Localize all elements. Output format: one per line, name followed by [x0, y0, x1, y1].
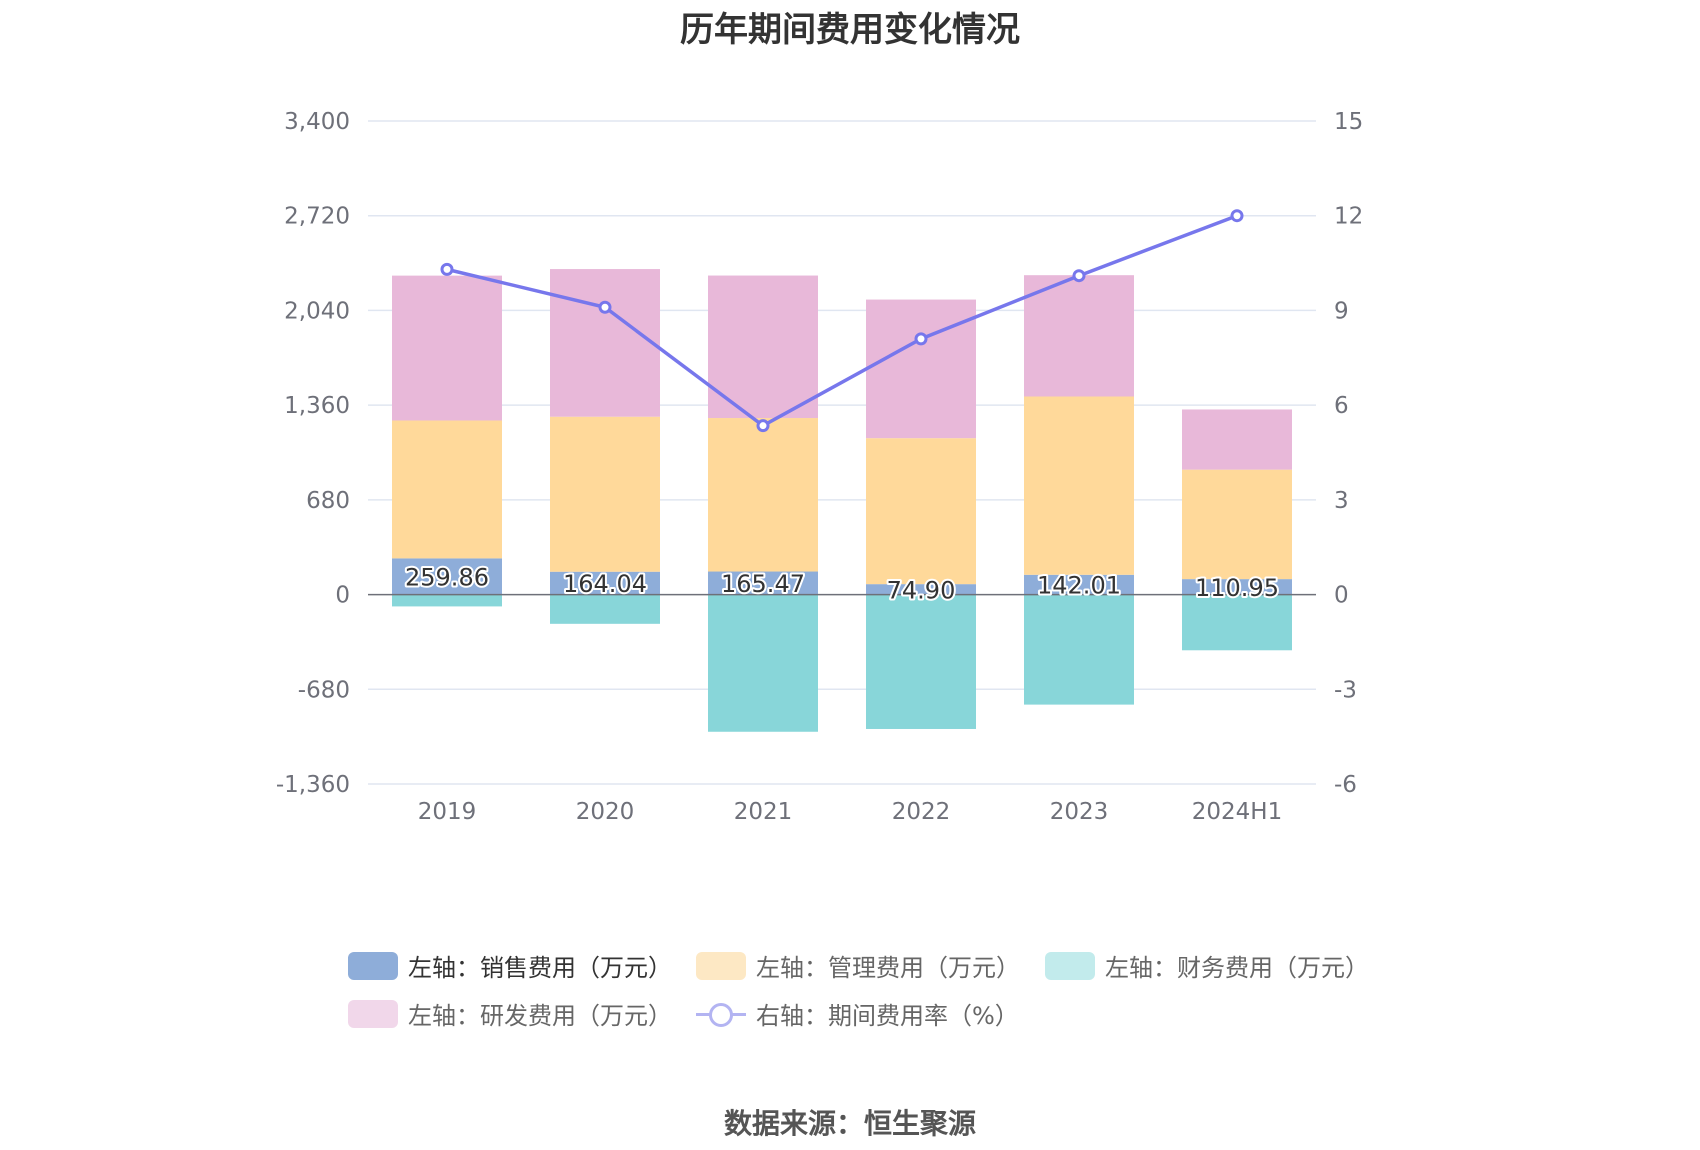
- x-tick-label: 2024H1: [1192, 799, 1282, 825]
- legend-item-admin[interactable]: 左轴：管理费用（万元）: [696, 948, 1020, 983]
- y-left-tick-label: 2,720: [284, 204, 350, 230]
- y-right-tick-label: 12: [1334, 204, 1363, 230]
- bar-segment-series-2: [866, 594, 976, 729]
- x-tick-label: 2021: [734, 799, 793, 825]
- bar-segment-series-3: [1182, 409, 1292, 470]
- data-label-sales: 165.47: [721, 570, 805, 598]
- y-left-tick-label: -1,360: [276, 772, 350, 798]
- bar-segment-series-1: [1024, 396, 1134, 575]
- bar-segment-series-0: [392, 558, 502, 595]
- source-note: 数据来源：恒生聚源: [723, 1107, 976, 1140]
- bar-segment-series-2: [550, 594, 660, 624]
- y-right-tick-label: 9: [1334, 298, 1349, 324]
- legend-label-finance: 左轴：财务费用（万元）: [1105, 954, 1369, 982]
- rate-point: [1072, 269, 1086, 283]
- y-left-tick-label: 1,360: [284, 393, 350, 419]
- rate-point: [756, 419, 770, 433]
- rate-point: [1230, 209, 1244, 223]
- bar-segment-series-1: [708, 418, 818, 572]
- legend-item-rate[interactable]: 右轴：期间费用率（%）: [696, 996, 1019, 1031]
- data-label-sales: 142.01: [1037, 572, 1121, 600]
- bar-segment-series-3: [392, 275, 502, 421]
- bar-segment-series-1: [866, 438, 976, 585]
- rate-point: [914, 332, 928, 346]
- axes: -1,360 -680 0 680 1,360 2,040 2,720 3,400 -6 -3 0 3…: [276, 109, 1363, 825]
- y-right-tick-label: -6: [1334, 772, 1357, 798]
- x-tick-label: 2019: [418, 799, 477, 825]
- bar-segment-series-1: [1182, 469, 1292, 580]
- bar-segment-series-3: [708, 275, 818, 419]
- legend-swatch-finance: [1045, 951, 1095, 980]
- data-label-sales: 164.04: [563, 570, 647, 598]
- data-labels: 259.86 164.04 165.47 74.90 142.01 110.95: [403, 561, 1281, 606]
- legend-label-admin: 左轴：管理费用（万元）: [756, 954, 1020, 982]
- bar-segment-series-1: [392, 420, 502, 559]
- y-left-tick-label: -680: [298, 677, 350, 703]
- bar-segment-series-3: [550, 269, 660, 417]
- bar-segment-series-0: [550, 571, 660, 595]
- bar-segment-series-2: [708, 594, 818, 732]
- legend-swatch-rnd: [348, 999, 398, 1028]
- legend-item-finance[interactable]: 左轴：财务费用（万元）: [1045, 948, 1369, 983]
- bar-segment-series-1: [550, 416, 660, 572]
- bar-segment-series-0: [708, 571, 818, 595]
- data-label-sales: 110.95: [1195, 574, 1279, 602]
- legend-item-rnd[interactable]: 左轴：研发费用（万元）: [348, 996, 672, 1031]
- y-left-tick-label: 0: [335, 583, 350, 609]
- rate-point: [440, 262, 454, 276]
- bar-series: [392, 269, 1292, 732]
- bar-segment-series-2: [392, 594, 502, 607]
- rate-line: [446, 214, 1238, 428]
- y-right-tick-label: 6: [1334, 393, 1349, 419]
- chart-title: 历年期间费用变化情况: [680, 10, 1020, 50]
- legend-swatch-admin: [696, 951, 746, 980]
- y-left-tick-label: 680: [306, 488, 350, 514]
- bar-segment-series-2: [1024, 594, 1134, 705]
- y-right-tick-label: 15: [1334, 109, 1363, 135]
- y-left-tick-label: 3,400: [284, 109, 350, 135]
- x-tick-label: 2022: [892, 799, 951, 825]
- rate-point: [598, 300, 612, 314]
- y-right-tick-label: 0: [1334, 583, 1349, 609]
- rate-line-series: [440, 209, 1244, 433]
- legend-item-sales[interactable]: 左轴：销售费用（万元）: [348, 948, 672, 983]
- data-label-sales: 74.90: [887, 576, 956, 604]
- data-label-sales: 259.86: [405, 563, 489, 591]
- x-tick-label: 2023: [1050, 799, 1109, 825]
- y-right-tick-label: -3: [1334, 677, 1357, 703]
- grid-lines: [368, 120, 1316, 785]
- legend-label-rate: 右轴：期间费用率（%）: [756, 1002, 1019, 1030]
- legend-swatch-sales: [348, 951, 398, 980]
- bar-segment-series-0: [1182, 579, 1292, 595]
- y-right-tick-label: 3: [1334, 488, 1349, 514]
- bar-segment-series-3: [1024, 275, 1134, 397]
- bar-segment-series-3: [866, 299, 976, 439]
- legend-label-sales: 左轴：销售费用（万元）: [408, 954, 672, 982]
- bar-segment-series-0: [1024, 574, 1134, 595]
- legend-label-rnd: 左轴：研发费用（万元）: [408, 1002, 672, 1030]
- bar-segment-series-2: [1182, 594, 1292, 651]
- bar-segment-series-0: [866, 584, 976, 595]
- legend-line-marker-icon: [696, 1000, 746, 1028]
- y-left-tick-label: 2,040: [284, 298, 350, 324]
- x-tick-label: 2020: [576, 799, 635, 825]
